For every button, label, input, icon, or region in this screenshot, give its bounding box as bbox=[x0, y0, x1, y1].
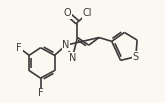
Text: N: N bbox=[69, 53, 76, 63]
Text: S: S bbox=[133, 52, 139, 62]
Text: F: F bbox=[16, 43, 22, 53]
Text: N: N bbox=[62, 40, 70, 50]
Text: F: F bbox=[38, 88, 43, 98]
Text: Cl: Cl bbox=[83, 8, 92, 18]
Text: O: O bbox=[64, 8, 71, 18]
